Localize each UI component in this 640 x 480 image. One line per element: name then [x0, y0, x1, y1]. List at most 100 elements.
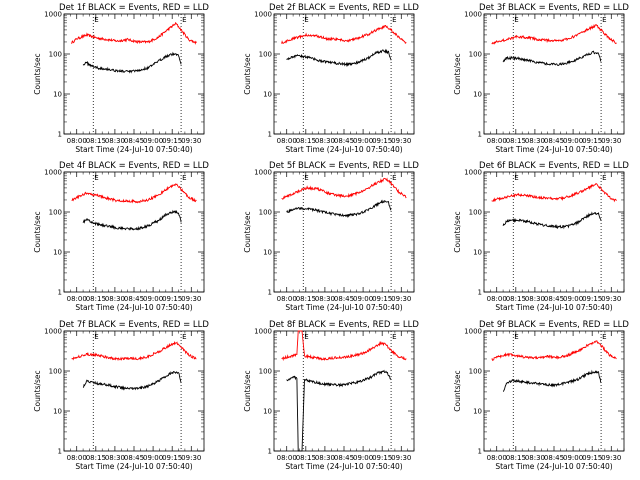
x-tick-label: 08:15 [86, 137, 106, 145]
y-tick-label: 10 [473, 91, 482, 99]
series-events-black [286, 48, 392, 67]
interval-marker-label: E [392, 333, 396, 341]
x-tick-label: 09:15 [372, 295, 392, 303]
series-events-black [502, 369, 602, 392]
y-tick-label: 1 [268, 131, 272, 139]
x-tick-label: 09:15 [582, 454, 602, 462]
x-axis-label: Start Time (24-Jul-10 07:50:40) [75, 303, 192, 312]
y-axis-label: Counts/sec [33, 211, 42, 252]
x-tick-label: 09:30 [181, 295, 201, 303]
y-tick-label: 100 [49, 51, 62, 59]
x-tick-label: 08:00 [277, 454, 297, 462]
y-tick-label: 10 [473, 249, 482, 257]
y-tick-label: 1000 [44, 328, 62, 336]
series-lld-red [281, 177, 407, 200]
x-tick-label: 09:00 [563, 454, 583, 462]
x-axis-label: Start Time (24-Jul-10 07:50:40) [75, 145, 192, 154]
series-lld-red [491, 182, 617, 203]
x-axis-label: Start Time (24-Jul-10 07:50:40) [495, 462, 612, 471]
x-tick-label: 08:15 [506, 454, 526, 462]
interval-marker-label: E [94, 333, 98, 341]
interval-marker-label: E [514, 174, 518, 182]
x-tick-label: 09:30 [181, 137, 201, 145]
series-events-black [82, 371, 182, 391]
y-tick-label: 1 [478, 289, 482, 297]
x-tick-label: 09:00 [143, 137, 163, 145]
series-lld-red [281, 330, 407, 362]
x-tick-label: 09:15 [582, 295, 602, 303]
y-tick-label: 100 [259, 368, 272, 376]
x-tick-label: 08:00 [487, 137, 507, 145]
y-tick-label: 10 [263, 91, 272, 99]
y-axis-label: Counts/sec [33, 370, 42, 411]
x-tick-label: 08:00 [487, 295, 507, 303]
x-tick-label: 09:30 [391, 454, 411, 462]
x-tick-label: 08:45 [544, 454, 564, 462]
x-tick-label: 08:00 [277, 137, 297, 145]
x-tick-label: 08:30 [105, 137, 125, 145]
panel-det-9: Det 9f BLACK = Events, RED = LLD 1 10 100 10… [453, 320, 629, 471]
panel-det-1: Det 1f BLACK = Events, RED = LLD 1 10 100 10… [33, 3, 209, 154]
plot-frame [273, 171, 415, 293]
panel-title: Det 5f BLACK = Events, RED = LLD [269, 161, 419, 171]
panel-title: Det 7f BLACK = Events, RED = LLD [59, 320, 209, 330]
panel-title: Det 4f BLACK = Events, RED = LLD [59, 161, 209, 171]
x-axis-label: Start Time (24-Jul-10 07:50:40) [285, 145, 402, 154]
series-lld-red [491, 340, 617, 362]
interval-marker-label: E [304, 16, 308, 24]
panel-det-7: Det 7f BLACK = Events, RED = LLD 1 10 100 10… [33, 320, 209, 471]
y-tick-label: 1 [58, 131, 62, 139]
series-lld-red [71, 340, 197, 362]
x-tick-label: 08:15 [506, 137, 526, 145]
series-lld-red [281, 25, 407, 45]
series-events-black [82, 51, 182, 74]
y-tick-label: 10 [473, 408, 482, 416]
panel-det-5: Det 5f BLACK = Events, RED = LLD 1 10 100 10… [243, 161, 419, 312]
x-tick-label: 09:00 [563, 295, 583, 303]
y-tick-label: 1 [268, 289, 272, 297]
panel-det-6: Det 6f BLACK = Events, RED = LLD 1 10 100 10… [453, 161, 629, 312]
x-tick-label: 09:15 [372, 137, 392, 145]
y-tick-label: 1 [58, 448, 62, 456]
x-tick-label: 08:45 [544, 295, 564, 303]
y-tick-label: 100 [469, 368, 482, 376]
x-tick-label: 09:00 [143, 295, 163, 303]
y-tick-label: 100 [259, 209, 272, 217]
x-tick-label: 08:45 [124, 137, 144, 145]
x-axis-label: Start Time (24-Jul-10 07:50:40) [285, 462, 402, 471]
x-tick-label: 08:30 [525, 454, 545, 462]
y-tick-label: 1000 [254, 11, 272, 19]
interval-marker-label: E [392, 174, 396, 182]
interval-marker-label: E [94, 16, 98, 24]
x-tick-label: 08:45 [334, 137, 354, 145]
x-tick-label: 08:00 [67, 454, 87, 462]
series-events-black [82, 209, 182, 231]
y-axis-label: Counts/sec [453, 53, 462, 94]
x-tick-label: 09:30 [181, 454, 201, 462]
y-tick-label: 100 [49, 368, 62, 376]
x-tick-label: 09:30 [601, 137, 621, 145]
x-tick-label: 09:15 [162, 295, 182, 303]
series-events-black [286, 369, 392, 452]
x-tick-label: 08:00 [277, 295, 297, 303]
x-tick-label: 08:15 [296, 137, 316, 145]
plot-frame [483, 171, 625, 293]
y-tick-label: 10 [53, 249, 62, 257]
series-events-black [286, 199, 392, 219]
y-tick-label: 1000 [464, 328, 482, 336]
x-tick-label: 08:15 [296, 295, 316, 303]
x-tick-label: 09:15 [162, 137, 182, 145]
y-axis-label: Counts/sec [243, 53, 252, 94]
x-tick-label: 09:15 [582, 137, 602, 145]
x-tick-label: 09:00 [353, 137, 373, 145]
x-tick-label: 08:30 [525, 295, 545, 303]
series-lld-red [71, 22, 197, 45]
y-tick-label: 1 [478, 131, 482, 139]
x-tick-label: 08:45 [334, 454, 354, 462]
interval-marker-label: E [182, 16, 186, 24]
x-tick-label: 09:30 [601, 454, 621, 462]
interval-marker-label: E [392, 16, 396, 24]
panel-det-4: Det 4f BLACK = Events, RED = LLD 1 10 100 10… [33, 161, 209, 312]
y-tick-label: 1000 [44, 11, 62, 19]
